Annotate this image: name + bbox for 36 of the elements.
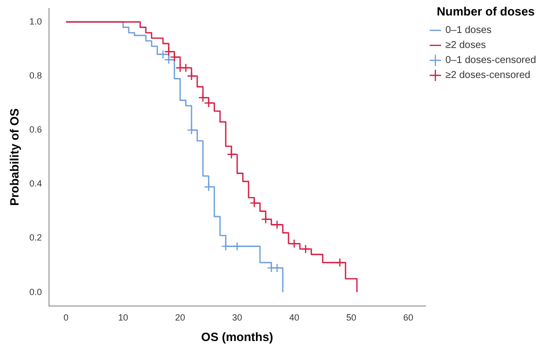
y-tick-label: 0.6 — [29, 124, 42, 135]
legend-label: 0–1 doses — [445, 25, 492, 36]
point — [272, 263, 282, 273]
point — [176, 63, 185, 72]
legend-label: ≥2 doses-censored — [445, 70, 530, 82]
x-tick-label: 0 — [64, 312, 69, 323]
point — [232, 242, 242, 251]
point — [250, 198, 259, 208]
point — [204, 182, 214, 192]
point — [301, 244, 310, 254]
point — [272, 220, 282, 230]
x-tick-label: 30 — [232, 312, 242, 323]
y-tick-label: 0.4 — [29, 178, 42, 189]
point — [221, 242, 230, 251]
y-tick-label: 0.8 — [29, 70, 42, 80]
point — [181, 63, 190, 72]
point — [290, 239, 299, 248]
legend-label: ≥2 doses — [445, 40, 486, 52]
x-tick-label: 20 — [175, 312, 186, 323]
x-tick-label: 40 — [289, 312, 300, 323]
x-tick-label: 10 — [118, 312, 128, 323]
legend-title: Number of doses — [436, 4, 536, 18]
x-tick-label: 50 — [346, 312, 356, 323]
y-tick-label: 1.0 — [29, 16, 42, 26]
point — [335, 258, 344, 268]
point — [261, 214, 270, 224]
x-axis-title: OS (months) — [201, 330, 274, 344]
point — [186, 125, 196, 135]
y-axis-title: Probability of OS — [8, 108, 22, 206]
point — [186, 71, 196, 81]
y-tick-label: 0.0 — [29, 286, 42, 297]
x-tick-label: 60 — [403, 312, 414, 323]
y-tick-label: 0.2 — [29, 232, 42, 243]
legend-label: 0–1 doses-censored — [445, 55, 536, 66]
point — [226, 150, 236, 159]
point — [266, 263, 276, 273]
